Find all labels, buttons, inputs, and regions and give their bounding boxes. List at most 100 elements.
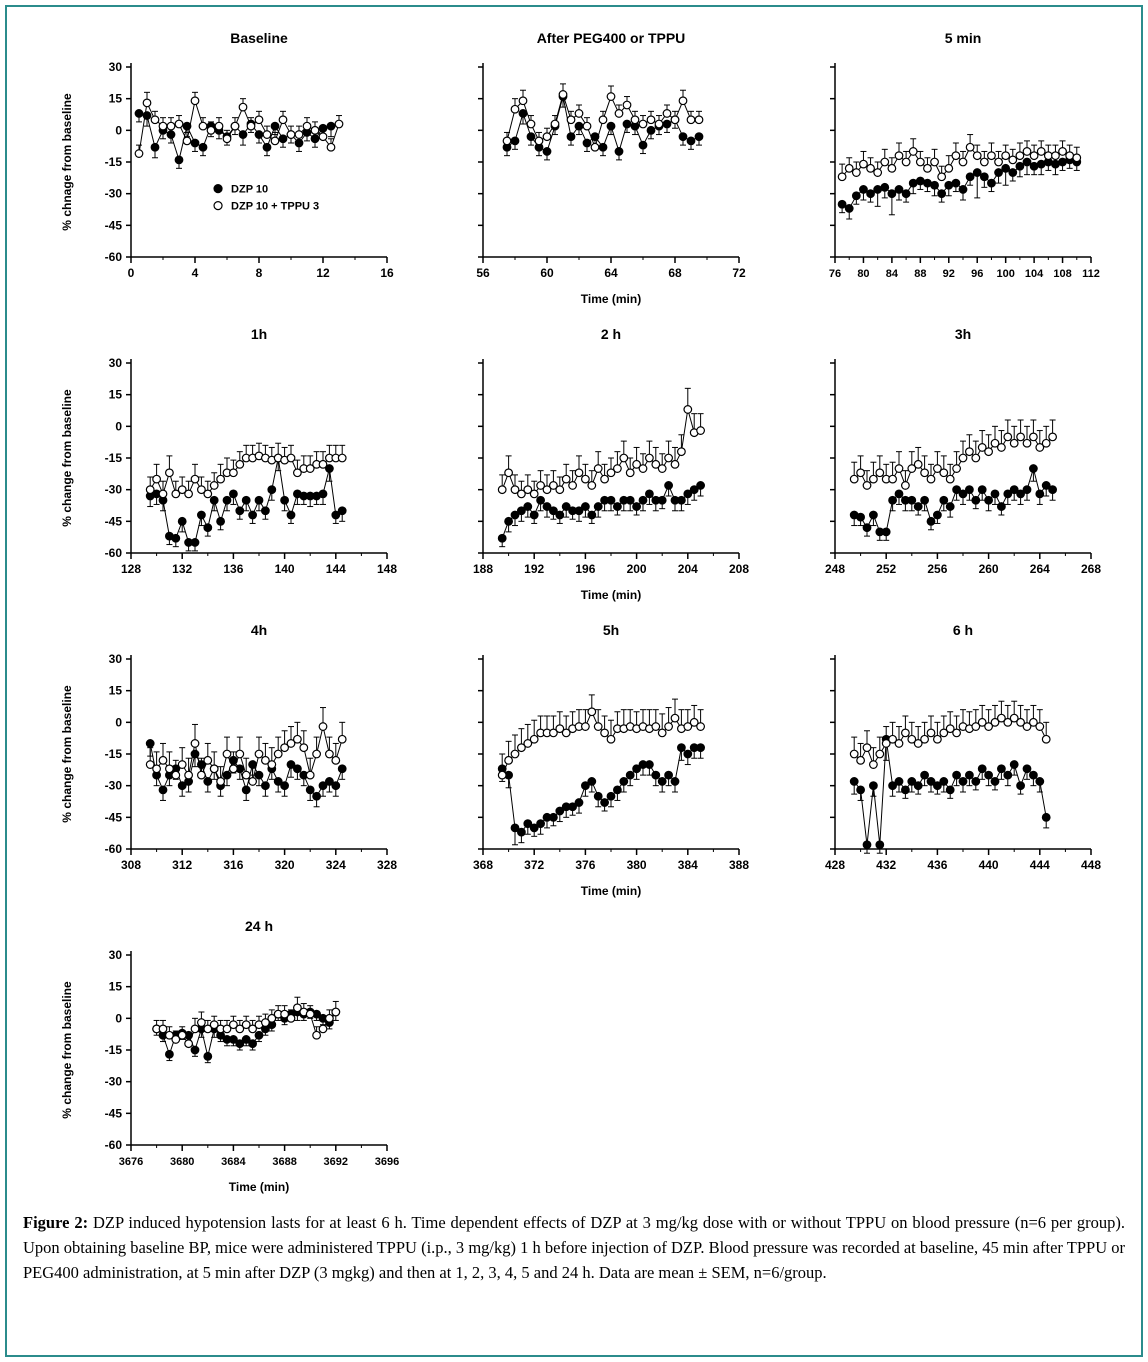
svg-text:104: 104 [1025, 268, 1044, 280]
series-dzp10 [145, 453, 347, 552]
svg-text:248: 248 [825, 562, 845, 576]
svg-text:30: 30 [109, 356, 123, 370]
svg-text:196: 196 [575, 562, 595, 576]
series-dzp10 [849, 464, 1058, 541]
svg-text:268: 268 [1081, 562, 1101, 576]
chart-panel-24h: 24 h 30 15 0 -15 -30 -45 -60 3676 3680 3684 3688 369… [55, 909, 407, 1201]
svg-text:188: 188 [473, 562, 493, 576]
svg-text:56: 56 [476, 266, 490, 280]
svg-text:208: 208 [729, 562, 749, 576]
svg-text:384: 384 [678, 858, 698, 872]
svg-text:-60: -60 [105, 842, 123, 856]
svg-text:30: 30 [109, 948, 123, 962]
svg-text:24 h: 24 h [245, 918, 273, 934]
svg-text:316: 316 [223, 858, 243, 872]
svg-text:96: 96 [971, 268, 983, 280]
svg-text:15: 15 [109, 92, 123, 106]
series-dzp10 [497, 743, 706, 846]
caption-label: Figure 2: [23, 1213, 89, 1232]
chart-6h: 6 h 428 432 436 440 444 448 [825, 622, 1101, 872]
svg-text:3696: 3696 [375, 1156, 399, 1168]
svg-text:-45: -45 [105, 810, 123, 824]
svg-text:-60: -60 [105, 1138, 123, 1152]
svg-text:0: 0 [115, 1011, 122, 1025]
svg-text:388: 388 [729, 858, 749, 872]
svg-text:15: 15 [109, 388, 123, 402]
svg-text:140: 140 [275, 562, 295, 576]
svg-text:-60: -60 [105, 250, 123, 264]
chart-panel-3h: 3h 248 252 256 260 264 268 [759, 317, 1111, 609]
svg-text:440: 440 [979, 858, 999, 872]
svg-text:% change from baseline: % change from baseline [60, 981, 74, 1119]
series-dzp10-tppu3 [145, 707, 347, 786]
chart-panel-5h: 5h 368 372 376 380 384 388 Time (min) [407, 613, 759, 905]
svg-text:Time (min): Time (min) [581, 588, 641, 602]
svg-text:100: 100 [996, 268, 1014, 280]
svg-text:432: 432 [876, 858, 896, 872]
svg-text:3688: 3688 [272, 1156, 296, 1168]
svg-text:64: 64 [604, 266, 618, 280]
svg-text:308: 308 [121, 858, 141, 872]
chart-5h: 5h 368 372 376 380 384 388 Time (min) [473, 622, 749, 898]
svg-text:448: 448 [1081, 858, 1101, 872]
svg-text:-30: -30 [105, 779, 123, 793]
svg-text:376: 376 [575, 858, 595, 872]
svg-text:5 min: 5 min [945, 30, 982, 46]
chart-panel-1h: 1h 30 15 0 -15 -30 -45 -60 128 132 136 140 144 148 % c… [55, 317, 407, 609]
series-dzp10 [497, 481, 706, 548]
svg-text:128: 128 [121, 562, 141, 576]
svg-text:% chnage from baseline: % chnage from baseline [60, 93, 74, 231]
svg-text:Time (min): Time (min) [229, 1180, 289, 1194]
figure-frame: Baseline 30 15 0 -15 -30 -45 -60 0 4 8 12 16 % chnage… [5, 5, 1143, 1357]
svg-text:72: 72 [732, 266, 746, 280]
chart-2h: 2 h 188 192 196 200 204 208 Time (min) [473, 326, 749, 602]
chart-3h: 3h 248 252 256 260 264 268 [825, 326, 1101, 576]
svg-text:264: 264 [1030, 562, 1050, 576]
svg-text:30: 30 [109, 652, 123, 666]
series-dzp10-tppu3 [497, 387, 706, 499]
svg-text:0: 0 [128, 266, 135, 280]
svg-text:260: 260 [979, 562, 999, 576]
series-dzp10 [145, 739, 347, 808]
svg-text:68: 68 [668, 266, 682, 280]
series-dzp10-tppu3 [849, 419, 1058, 490]
svg-text:DZP 10: DZP 10 [231, 184, 268, 196]
svg-text:84: 84 [886, 268, 899, 280]
svg-text:30: 30 [109, 60, 123, 74]
svg-text:0: 0 [115, 123, 122, 137]
legend: DZP 10 DZP 10 + TPPU 3 [213, 184, 319, 213]
svg-text:-60: -60 [105, 546, 123, 560]
chart-5min: 5 min 76 80 84 88 92 96 100 104 108 112 [829, 30, 1100, 280]
svg-text:3680: 3680 [170, 1156, 194, 1168]
svg-text:% change from baseline: % change from baseline [60, 685, 74, 823]
svg-text:8: 8 [256, 266, 263, 280]
svg-text:112: 112 [1082, 268, 1100, 280]
svg-text:-15: -15 [105, 155, 123, 169]
svg-text:3h: 3h [955, 326, 971, 342]
svg-text:After PEG400 or TPPU: After PEG400 or TPPU [537, 30, 686, 46]
svg-text:4: 4 [192, 266, 199, 280]
svg-text:144: 144 [326, 562, 346, 576]
svg-text:0: 0 [115, 715, 122, 729]
svg-text:108: 108 [1053, 268, 1071, 280]
svg-text:136: 136 [223, 562, 243, 576]
svg-text:436: 436 [927, 858, 947, 872]
svg-text:380: 380 [627, 858, 647, 872]
svg-text:Baseline: Baseline [230, 30, 288, 46]
svg-text:368: 368 [473, 858, 493, 872]
svg-text:-45: -45 [105, 1106, 123, 1120]
svg-text:428: 428 [825, 858, 845, 872]
svg-text:76: 76 [829, 268, 841, 280]
svg-text:-30: -30 [105, 187, 123, 201]
series-dzp10-tppu3 [134, 91, 344, 158]
svg-text:60: 60 [540, 266, 554, 280]
svg-text:1h: 1h [251, 326, 267, 342]
svg-text:200: 200 [627, 562, 647, 576]
svg-text:252: 252 [876, 562, 896, 576]
svg-text:324: 324 [326, 858, 346, 872]
series-dzp10-tppu3 [497, 694, 706, 780]
svg-text:12: 12 [316, 266, 330, 280]
svg-text:6 h: 6 h [953, 622, 973, 638]
chart-panel-4h: 4h 30 15 0 -15 -30 -45 -60 308 312 316 320 324 328 % c… [55, 613, 407, 905]
